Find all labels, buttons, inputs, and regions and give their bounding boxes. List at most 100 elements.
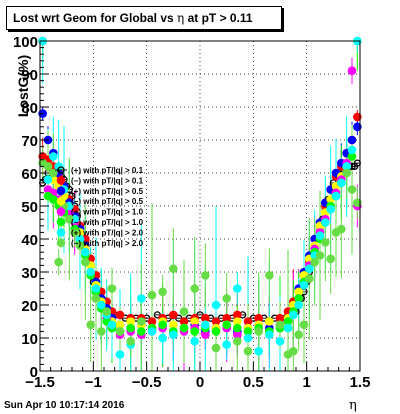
data-point [305,264,314,274]
data-point [126,323,135,333]
data-point [115,327,125,336]
data-point [107,284,117,293]
data-point [222,313,231,323]
data-point [233,337,242,346]
legend-entry-label: (−) with pT/|q| > 0.1 [71,176,144,185]
chart-title-box: Lost wrt Geom for Global vs η at pT > 0.… [6,6,282,30]
axis-tick-labels: −1.5 −1 −0.5 0 0.5 1 1.5 0 10 20 30 40 50 60 70 80 90 100 [13,34,370,391]
data-point [337,224,346,234]
data-point [190,337,199,346]
data-point [233,284,242,293]
data-point [342,162,351,171]
data-point [81,247,90,257]
y-tick-label: 50 [21,199,38,216]
x-tick-label: 0.5 [243,374,264,391]
data-point [243,333,253,343]
data-point [294,294,303,303]
data-point [115,310,125,320]
data-point [289,310,298,320]
data-point [201,330,210,340]
data-point [49,152,58,161]
data-point [337,178,346,188]
y-tick-label: 90 [21,67,38,84]
data-point [243,327,253,336]
data-point [265,330,274,340]
data-point [169,330,178,340]
data-point [86,320,95,330]
legend-marker [56,228,66,237]
legend-marker [56,176,66,185]
legend-entry-label: (−) with pT/|q| > 0.5 [71,197,144,206]
legend-entry-label: (+) with pT/|q| > 0.1 [71,166,144,175]
y-tick-label: 100 [13,34,38,51]
data-point [299,320,309,330]
legend: (+) with pT/|q| > 0.1(−) with pT/|q| > 0… [55,166,144,248]
x-tick-label: −0.5 [132,374,162,391]
data-point [265,317,274,326]
data-point [107,320,117,330]
y-tick-label: 10 [21,331,38,348]
data-point [75,241,85,250]
data-point [353,198,362,207]
data-point [190,284,199,293]
data-point [147,327,157,336]
data-point [353,112,362,122]
data-point [347,135,357,145]
data-point [347,185,357,194]
y-tick-label: 30 [21,265,38,282]
data-point [222,340,231,349]
data-point [115,350,125,359]
data-point [310,257,319,267]
data-point [54,257,63,267]
data-point [326,205,335,214]
x-tick-label: 0 [196,374,204,391]
data-point [353,122,362,132]
x-tick-label: 1.5 [350,374,371,391]
data-point [275,320,285,330]
data-point [49,168,58,178]
data-point [321,238,330,247]
data-point [43,162,53,171]
y-axis-label: LostG(%) [15,54,32,118]
data-point [283,323,293,333]
data-point [75,234,85,244]
legend-entry-label: (+) with pT/|q| > 1.0 [71,208,144,217]
data-point [326,254,335,264]
chart-title-suffix: at pT > 0.11 [184,11,253,25]
data-point [43,175,53,184]
y-tick-label: 0 [30,364,38,381]
data-point [275,313,285,323]
data-point [97,327,106,336]
data-point [342,168,351,178]
data-point [315,231,325,240]
data-point [315,251,325,260]
data-point [102,307,111,316]
x-tick-label: −1 [85,374,102,391]
data-point [254,313,263,323]
grid-lines [40,41,360,371]
data-point [347,152,357,161]
data-point [201,313,210,323]
data-point [283,317,293,326]
data-point [97,300,106,310]
data-point [233,310,242,320]
data-point [243,346,253,356]
data-point [331,191,341,201]
data-point [275,337,285,346]
data-point [254,346,263,356]
data-point [137,317,146,326]
y-tick-label: 70 [21,133,38,150]
timestamp-footer: Sun Apr 10 10:17:14 2016 [4,400,125,411]
x-tick-label: −1.5 [25,374,55,391]
chart-title-prefix: Lost wrt Geom for Global vs [13,11,178,25]
chart-title-eta: η [177,11,185,25]
legend-entry-label: (−) with pT/|q| > 1.0 [71,218,144,227]
data-point [65,214,74,224]
legend-marker [56,207,66,216]
data-point [190,327,199,336]
chart-title: Lost wrt Geom for Global vs η at pT > 0.… [13,11,253,25]
data-point [211,327,221,336]
legend-entry-label: (+) with pT/|q| > 0.5 [71,187,144,196]
data-point [179,307,189,316]
